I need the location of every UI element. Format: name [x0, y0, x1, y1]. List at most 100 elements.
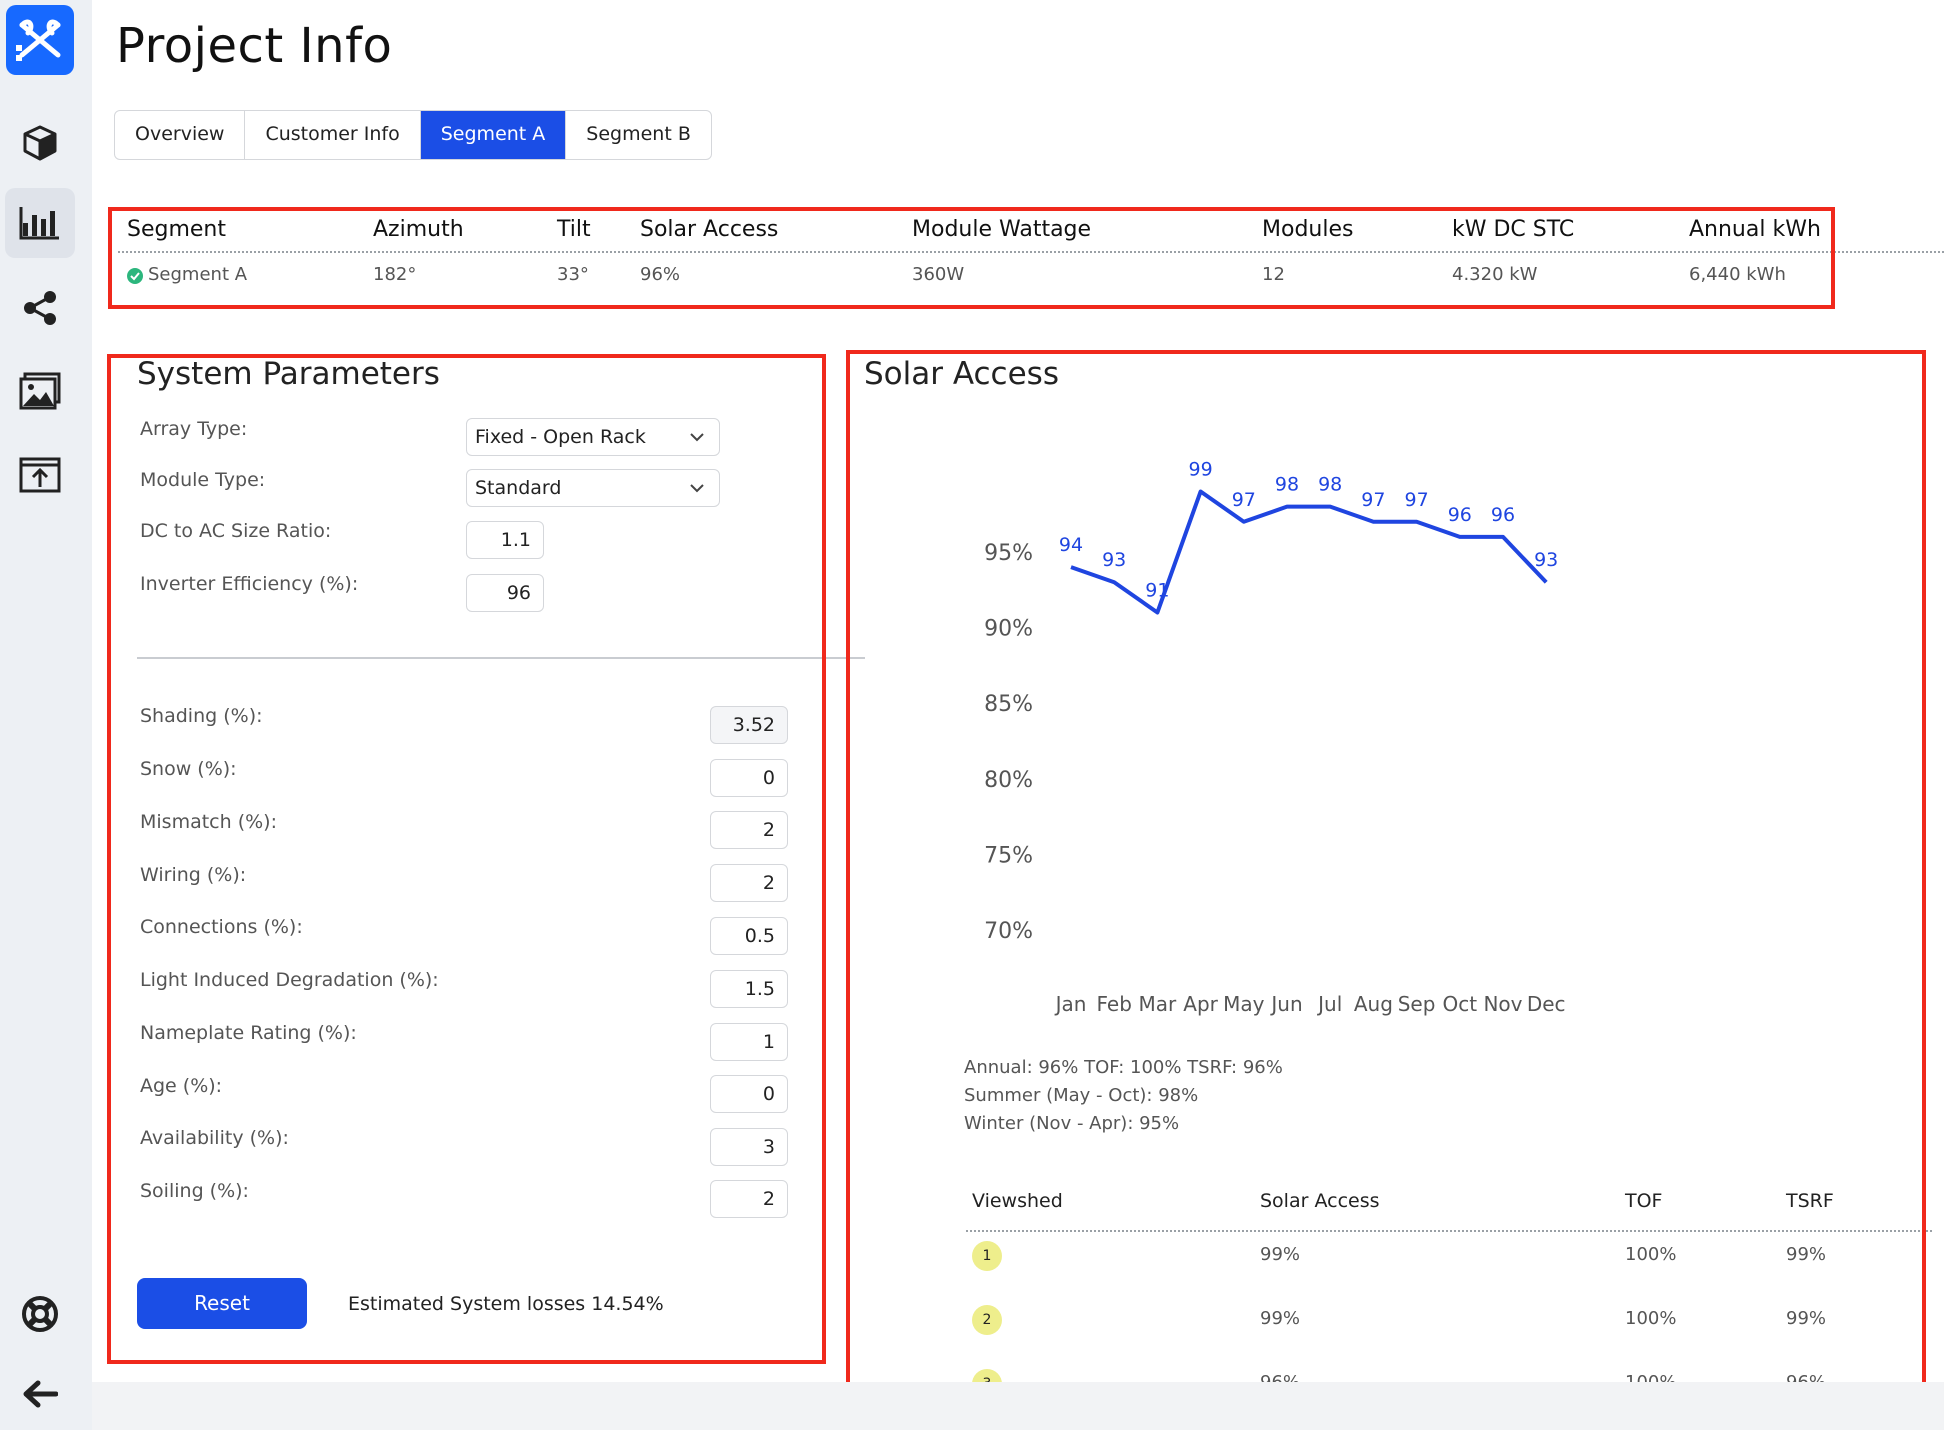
- availability-label: Availability (%):: [140, 1127, 289, 1149]
- x-tick-label: Nov: [1483, 992, 1522, 1016]
- y-tick-label: 95%: [984, 541, 1033, 566]
- connections-input[interactable]: 0.5: [710, 917, 788, 955]
- header-module-wattage: Module Wattage: [912, 217, 1092, 242]
- cell-module-wattage: 360W: [912, 264, 965, 285]
- x-tick-label: Aug: [1354, 992, 1393, 1016]
- array-type-label: Array Type:: [140, 418, 248, 440]
- age-input[interactable]: 0: [710, 1075, 788, 1113]
- x-tick-label: Oct: [1443, 992, 1478, 1016]
- header-azimuth: Azimuth: [373, 217, 464, 242]
- tab-overview[interactable]: Overview: [115, 111, 246, 159]
- header-tilt: Tilt: [557, 217, 591, 242]
- cell-segment: Segment A: [148, 264, 248, 285]
- data-label: 97: [1361, 489, 1385, 511]
- lifebuoy-icon[interactable]: [12, 1286, 68, 1342]
- availability-input[interactable]: 3: [710, 1128, 788, 1166]
- app-logo[interactable]: [6, 5, 74, 75]
- cell-kw-dc-stc: 4.320 kW: [1452, 264, 1538, 285]
- array-type-select[interactable]: Fixed - Open Rack: [466, 418, 720, 456]
- estimated-losses-text: Estimated System losses 14.54%: [348, 1293, 664, 1315]
- shading-input[interactable]: 3.52: [710, 706, 788, 744]
- tab-customer-info[interactable]: Customer Info: [245, 111, 421, 159]
- mismatch-label: Mismatch (%):: [140, 811, 277, 833]
- x-tick-label: Jul: [1316, 992, 1342, 1016]
- viewshed-tof: 100%: [1625, 1308, 1677, 1329]
- viewshed-tsrf: 99%: [1786, 1308, 1827, 1329]
- table-divider: [118, 251, 1944, 253]
- module-type-select[interactable]: Standard: [466, 469, 720, 507]
- reset-button[interactable]: Reset: [137, 1278, 307, 1329]
- shading-label: Shading (%):: [140, 705, 263, 727]
- data-label: 97: [1405, 489, 1429, 511]
- section-divider: [137, 657, 865, 659]
- header-solar-access: Solar Access: [640, 217, 779, 242]
- x-tick-label: Dec: [1527, 992, 1566, 1016]
- tab-segment-b[interactable]: Segment B: [586, 123, 691, 145]
- tab-bar: Overview Customer Info Segment A Segment…: [114, 110, 712, 160]
- image-gallery-icon[interactable]: [12, 363, 68, 419]
- system-parameters-title: System Parameters: [137, 356, 440, 392]
- solar-access-header: Solar Access: [1260, 1190, 1380, 1212]
- header-annual-kwh: Annual kWh: [1689, 217, 1821, 242]
- y-tick-label: 70%: [984, 919, 1033, 944]
- data-label: 93: [1102, 549, 1126, 571]
- y-tick-label: 85%: [984, 692, 1033, 717]
- x-tick-label: Apr: [1183, 992, 1218, 1016]
- header-segment: Segment: [127, 217, 226, 242]
- cube-icon[interactable]: [12, 115, 68, 171]
- nameplate-label: Nameplate Rating (%):: [140, 1022, 357, 1044]
- viewshed-header: Viewshed: [972, 1190, 1063, 1212]
- solar-access-title: Solar Access: [864, 356, 1059, 392]
- dc-ac-ratio-label: DC to AC Size Ratio:: [140, 520, 332, 542]
- connections-label: Connections (%):: [140, 916, 303, 938]
- x-tick-label: Jun: [1269, 992, 1302, 1016]
- header-modules: Modules: [1262, 217, 1354, 242]
- cell-solar-access: 96%: [640, 264, 681, 285]
- inverter-efficiency-label: Inverter Efficiency (%):: [140, 573, 359, 595]
- lid-input[interactable]: 1.5: [710, 970, 788, 1008]
- header-kw-dc-stc: kW DC STC: [1452, 217, 1575, 242]
- sidebar: [0, 0, 92, 1430]
- data-label: 96: [1491, 504, 1515, 526]
- cell-modules: 12: [1262, 264, 1285, 285]
- data-label: 97: [1232, 489, 1256, 511]
- x-tick-label: Mar: [1139, 992, 1178, 1016]
- share-icon[interactable]: [12, 280, 68, 336]
- cell-annual-kwh: 6,440 kWh: [1689, 264, 1786, 285]
- chevron-down-icon: [690, 433, 704, 442]
- module-type-value: Standard: [475, 477, 562, 499]
- highlight-box-solar-access: [846, 350, 1926, 1414]
- viewshed-tof: 100%: [1625, 1244, 1677, 1265]
- y-tick-label: 75%: [984, 843, 1033, 868]
- lid-label: Light Induced Degradation (%):: [140, 969, 439, 991]
- summary-winter: Winter (Nov - Apr): 95%: [964, 1113, 1180, 1134]
- data-label: 93: [1534, 549, 1558, 571]
- page-title: Project Info: [116, 18, 393, 74]
- mismatch-input[interactable]: 2: [710, 811, 788, 849]
- back-arrow-icon[interactable]: [12, 1366, 68, 1422]
- wiring-input[interactable]: 2: [710, 864, 788, 902]
- nameplate-input[interactable]: 1: [710, 1023, 788, 1061]
- soiling-input[interactable]: 2: [710, 1180, 788, 1218]
- x-tick-label: May: [1223, 992, 1265, 1016]
- series-line: [1070, 489, 1548, 615]
- x-tick-label: Jan: [1054, 992, 1087, 1016]
- inverter-efficiency-input[interactable]: 96: [466, 574, 544, 612]
- viewshed-badge: 1: [972, 1241, 1002, 1271]
- y-tick-label: 90%: [984, 617, 1033, 642]
- viewshed-badge: 2: [972, 1305, 1002, 1335]
- cell-azimuth: 182°: [373, 264, 417, 285]
- bar-chart-icon[interactable]: [5, 188, 75, 258]
- dc-ac-ratio-input[interactable]: 1.1: [466, 521, 544, 559]
- cell-tilt: 33°: [557, 264, 589, 285]
- x-tick-label: Feb: [1096, 992, 1131, 1016]
- tab-segment-a[interactable]: Segment A: [420, 111, 567, 159]
- highlight-box-segment: [108, 207, 1835, 309]
- bottom-strip: [92, 1382, 1944, 1430]
- chevron-down-icon: [690, 484, 704, 493]
- upload-folder-icon[interactable]: [12, 446, 68, 502]
- data-label: 99: [1189, 459, 1213, 481]
- snow-input[interactable]: 0: [710, 759, 788, 797]
- x-tick-label: Sep: [1398, 992, 1436, 1016]
- tsrf-header: TSRF: [1786, 1190, 1834, 1212]
